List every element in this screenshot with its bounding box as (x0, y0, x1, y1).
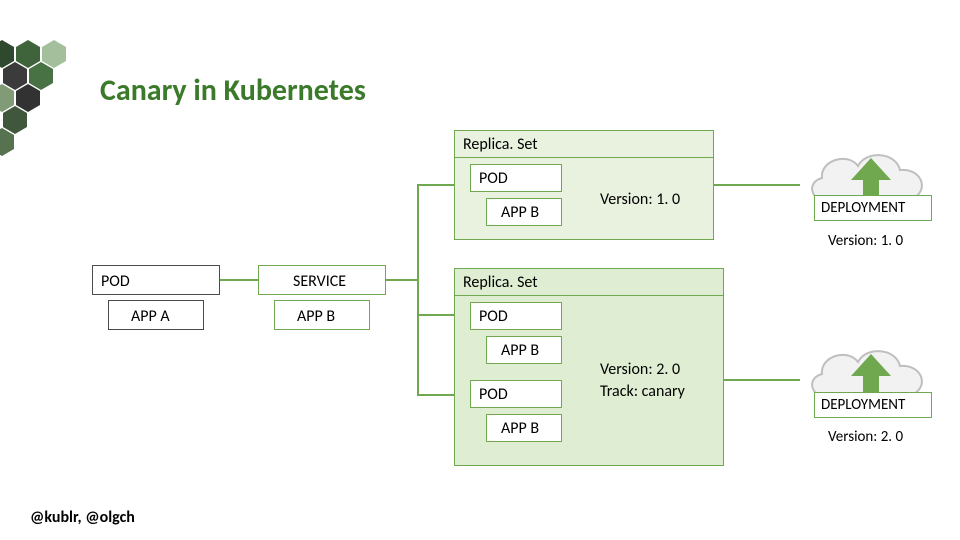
rs2-version-text: Version: 2. 0 (600, 360, 680, 379)
page-title: Canary in Kubernetes (100, 72, 366, 109)
hex-art (0, 36, 112, 166)
stage: Canary in Kubernetes POD APP A SERVICE A… (0, 0, 960, 540)
client-app-box: APP A (108, 300, 204, 330)
client-app-label: APP A (131, 307, 170, 326)
client-pod-label: POD (101, 272, 130, 291)
client-pod-box: POD (92, 265, 220, 295)
rs2-track-text: Track: canary (600, 382, 685, 401)
service-app-box: APP B (274, 300, 370, 330)
deployment-2-label: DEPLOYMENT (821, 396, 905, 414)
rs2-app1-label: APP B (501, 341, 539, 360)
rs2-app2-box: APP B (486, 414, 562, 442)
rs2-pod1-box: POD (470, 302, 562, 330)
deployment-2-box: DEPLOYMENT (814, 392, 932, 418)
rs2-pod1-label: POD (479, 307, 508, 326)
rs2-app2-label: APP B (501, 419, 539, 438)
rs2-pod2-box: POD (470, 380, 562, 408)
rs1-pod-label: POD (479, 169, 508, 188)
rs2-pod2-label: POD (479, 385, 508, 404)
rs1-pod-box: POD (470, 164, 562, 192)
service-box: SERVICE (258, 265, 386, 295)
replicaset-2-label: Replica. Set (463, 273, 538, 292)
footer-handles: @kublr, @olgch (30, 508, 135, 527)
service-app-label: APP B (297, 307, 335, 326)
deployment-2-version: Version: 2. 0 (828, 428, 903, 446)
rs1-app-box: APP B (486, 198, 562, 226)
rs2-app1-box: APP B (486, 336, 562, 364)
deployment-1-box: DEPLOYMENT (814, 195, 932, 221)
replicaset-1-label: Replica. Set (463, 135, 538, 154)
rs1-version-text: Version: 1. 0 (600, 190, 680, 209)
deployment-1-version: Version: 1. 0 (828, 232, 903, 250)
service-label: SERVICE (293, 272, 346, 291)
rs1-app-label: APP B (501, 203, 539, 222)
deployment-1-label: DEPLOYMENT (821, 199, 905, 217)
